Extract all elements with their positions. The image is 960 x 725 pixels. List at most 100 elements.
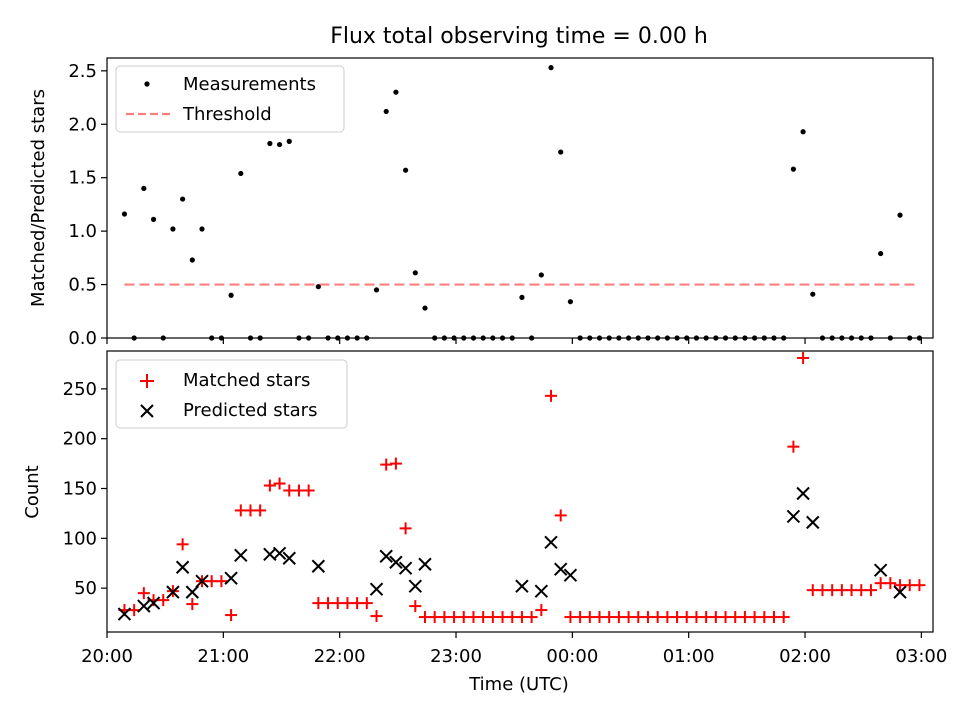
predicted-star-stroke-b (272, 546, 287, 560)
measurement-point (247, 335, 254, 341)
matched-star-point (787, 440, 800, 453)
measurement-point (276, 141, 283, 148)
count-x-axis: 20:00 21:00 22:00 23:00 00:00 01:00 02:00 03:00 (81, 632, 947, 667)
measurement-point (286, 138, 292, 144)
predicted-star-point (515, 579, 529, 593)
measurement-point (897, 212, 903, 218)
measurement-point (907, 335, 913, 341)
predicted-star-point (806, 515, 820, 530)
matched-star-point (225, 609, 238, 622)
predicted-star-point (873, 563, 888, 577)
matched-star-point (186, 598, 199, 611)
measurement-point (422, 305, 428, 311)
predicted-star-point (544, 535, 558, 550)
matched-star-point (302, 484, 315, 497)
count-y-tick-label: 200 (63, 429, 97, 450)
predicted-star-point (185, 585, 200, 599)
predicted-star-point (224, 571, 238, 585)
measurement-point (887, 335, 893, 341)
measurement-point (441, 335, 447, 341)
ratio-y-tick-label: 1.0 (68, 221, 97, 242)
predicted-star-point (311, 559, 326, 573)
measurement-point (451, 335, 457, 341)
predicted-star-point (786, 509, 801, 524)
predicted-star-stroke-b (146, 596, 161, 610)
measurement-point (461, 335, 467, 341)
legend-threshold-label: Threshold (182, 104, 272, 125)
ratio-y-tick-label: 1.5 (68, 168, 97, 189)
predicted-star-point (379, 549, 393, 563)
legend-matched-label: Matched stars (183, 370, 310, 391)
predicted-star-stroke-b (554, 562, 568, 576)
measurement-point (868, 335, 874, 341)
measurement-point (645, 335, 651, 341)
measurement-point (238, 170, 244, 177)
predicted-star-stroke-b (408, 579, 423, 593)
matched-star-point (263, 479, 276, 492)
predicted-star-point (272, 546, 287, 560)
measurement-point (180, 196, 186, 202)
predicted-star-stroke-b (806, 515, 820, 530)
measurement-point (722, 335, 729, 341)
count-plot-frame (106, 350, 934, 633)
predicted-star-point (418, 557, 432, 571)
measurement-point (519, 294, 525, 300)
count-y-tick-label: 50 (74, 578, 97, 599)
ratio-y-tick-label: 0.0 (68, 328, 97, 349)
measurement-point (470, 335, 477, 341)
measurement-point (480, 335, 486, 341)
measurement-point (839, 335, 845, 341)
measurement-point (199, 226, 205, 232)
figure-title: Flux total observing time = 0.00 h (330, 24, 708, 49)
count-x-tick-label: 21:00 (197, 646, 249, 667)
matched-star-point (254, 504, 267, 517)
predicted-star-point (796, 486, 810, 501)
measurement-point (703, 335, 709, 341)
measurement-point (558, 149, 564, 155)
measurement-point (606, 335, 612, 341)
matched-star-point (389, 457, 402, 470)
predicted-star-stroke-b (234, 548, 248, 562)
matched-star-point (215, 575, 228, 588)
predicted-star-stroke-b (398, 561, 413, 575)
measurement-point (790, 166, 796, 172)
predicted-star-point (146, 596, 161, 610)
predicted-star-stroke-b (117, 607, 132, 621)
ratio-marks (121, 65, 923, 341)
measurement-point (354, 335, 360, 341)
measurement-point (257, 335, 263, 341)
matched-star-point (273, 477, 286, 490)
ratio-y-tick-label: 2.5 (68, 61, 97, 82)
measurement-point (121, 211, 128, 217)
matched-star-point (137, 587, 150, 600)
predicted-star-stroke-b (137, 599, 151, 613)
measurement-point (752, 335, 758, 341)
count-legend: Matched stars Predicted stars (115, 359, 348, 429)
predicted-star-stroke-b (563, 568, 578, 582)
measurement-point (499, 335, 506, 341)
matched-star-point (525, 611, 538, 624)
predicted-star-stroke-b (369, 582, 384, 596)
measurement-point (878, 250, 884, 257)
matched-star-point (545, 389, 558, 402)
measurement-point (684, 335, 690, 341)
predicted-star-stroke-b (379, 549, 393, 563)
count-y-tick-label: 100 (63, 528, 97, 549)
measurement-point (916, 335, 923, 341)
measurement-point (674, 335, 680, 341)
measurement-point (635, 335, 641, 341)
predicted-star-stroke-b (796, 486, 810, 501)
measurement-point (616, 335, 622, 341)
measurement-point (189, 257, 195, 263)
predicted-star-stroke-b (224, 571, 238, 585)
count-x-tick-label: 01:00 (663, 646, 715, 667)
legend-measurements-swatch (144, 81, 150, 87)
predicted-star-point (534, 584, 549, 598)
count-x-axis-label: Time (UTC) (468, 674, 569, 695)
measurement-point (403, 167, 409, 173)
measurement-point (218, 335, 224, 341)
measurement-point (800, 129, 806, 135)
predicted-star-stroke-b (786, 509, 801, 524)
